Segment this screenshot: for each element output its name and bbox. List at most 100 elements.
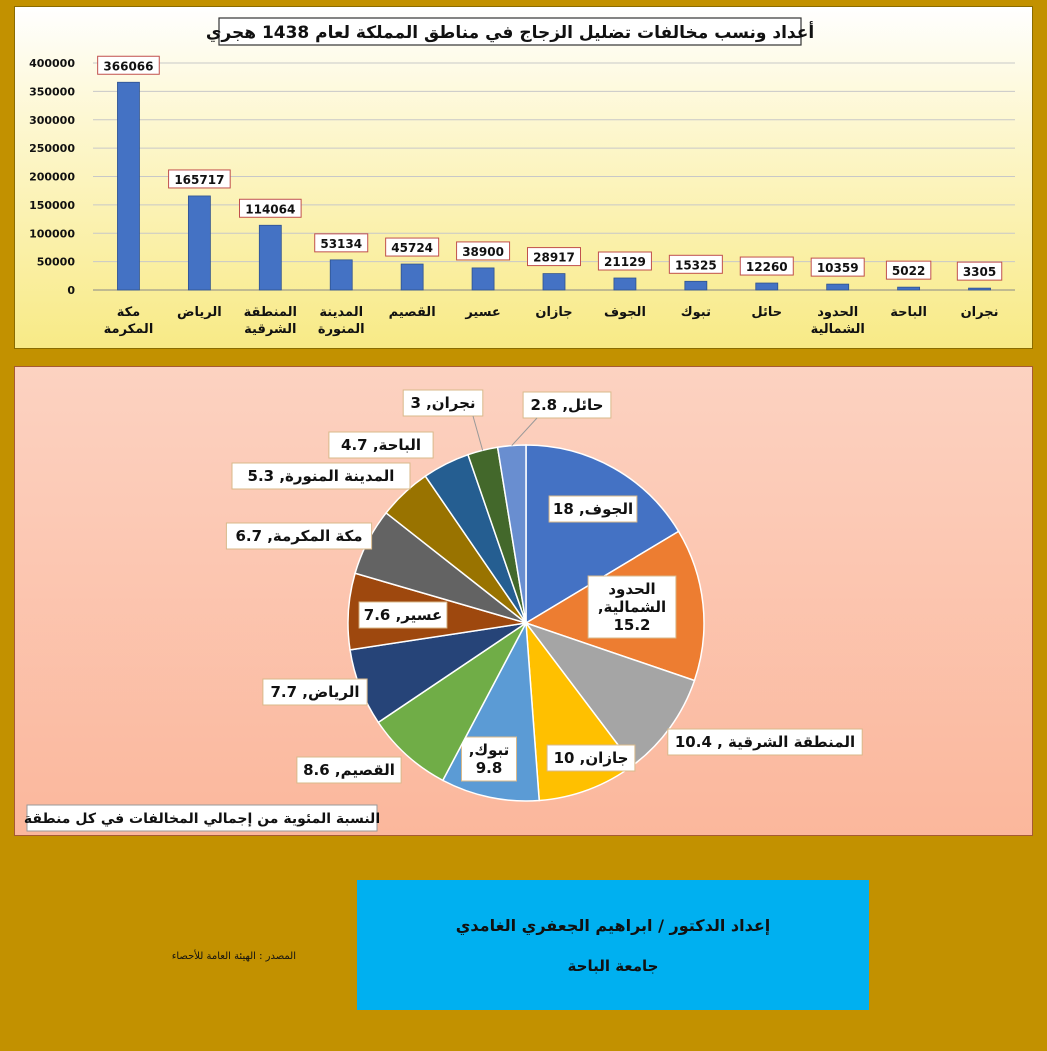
bar	[329, 259, 353, 291]
bar	[613, 277, 637, 291]
x-tick-label: تبوك	[681, 305, 711, 320]
pie-slice	[523, 621, 696, 767]
x-tick-label: القصيم	[389, 305, 436, 320]
bar	[684, 280, 708, 291]
bar	[826, 283, 850, 291]
slice-label-box	[231, 462, 411, 490]
x-tick-label: الجوف	[604, 305, 646, 320]
y-tick-label: 200000	[29, 171, 75, 184]
slice-label-box	[296, 756, 402, 784]
bar	[400, 263, 424, 291]
data-label: 10359	[817, 261, 859, 275]
y-tick-label: 350000	[29, 85, 75, 98]
data-label-box	[810, 257, 865, 277]
y-tick-label: 50000	[37, 256, 76, 269]
data-label-box	[314, 233, 369, 253]
x-tick-label: حائل	[751, 305, 782, 320]
data-label: 3305	[963, 265, 996, 279]
author-credit: إعداد الدكتور / ابراهيم الجعفري الغامدي	[455, 915, 771, 935]
bar-chart-panel: 0 50000 100000 150000 200000 250000 300000 3500…	[14, 6, 1033, 349]
data-label-box	[527, 247, 581, 267]
data-label-box	[739, 256, 794, 276]
pie-slice	[525, 444, 680, 625]
source-note: المصدر : الهيئة العامة للأحصاء	[171, 951, 296, 962]
data-label-box	[956, 261, 1003, 281]
x-tick-label: عسير	[464, 305, 501, 320]
slice-label-box	[402, 389, 484, 417]
bar	[471, 267, 495, 291]
x-tick-label: جازان	[535, 305, 572, 320]
data-label: 38900	[462, 245, 504, 259]
slice-label-box	[548, 495, 638, 523]
slice-label-box	[358, 601, 448, 629]
data-label: 53134	[320, 237, 362, 251]
x-tick-label: مكة المكرمة	[104, 305, 154, 337]
data-label: 165717	[174, 173, 224, 187]
data-label: 21129	[604, 255, 646, 269]
slice-label: الحدود الشمالية, 15.2	[598, 580, 666, 634]
credit-box: إعداد الدكتور / ابراهيم الجعفري الغامدي …	[357, 880, 869, 1010]
data-label: 15325	[675, 258, 717, 272]
slice-label: الباحة, 4.7	[341, 436, 421, 454]
slice-label-box	[522, 391, 612, 419]
data-label-box	[385, 237, 440, 257]
x-tick-label: المدينة المنورة	[318, 305, 365, 337]
data-label: 45724	[391, 241, 433, 255]
x-tick-label: الباحة	[890, 305, 927, 320]
slice-label: الجوف, 18	[553, 500, 633, 518]
y-tick-label: 0	[67, 284, 75, 297]
slice-label-box	[461, 736, 517, 782]
slice-label: نجران, 3	[410, 394, 475, 412]
slice-label-box	[546, 744, 636, 772]
y-tick-label: 400000	[29, 57, 75, 70]
bar-chart: 0 50000 100000 150000 200000 250000 300000 3500…	[29, 17, 1015, 337]
chart-title-box	[218, 17, 802, 46]
data-label: 114064	[245, 202, 295, 216]
slice-label-box	[262, 678, 368, 706]
slice-label: عسير, 7.6	[364, 606, 442, 624]
data-label-box	[668, 254, 723, 274]
data-label: 366066	[103, 59, 153, 73]
bar	[968, 287, 991, 291]
pie-chart-panel: الجوف, 18 الحدود الشمالية, 15.2 المنطقة الشر…	[14, 366, 1033, 836]
x-tick-label: الحدود الشمالية	[811, 305, 865, 337]
pie-title-box	[26, 804, 378, 832]
slice-label-box	[587, 575, 677, 639]
data-label-box	[885, 260, 932, 280]
y-tick-label: 300000	[29, 114, 75, 127]
data-label: 28917	[533, 251, 575, 265]
x-tick-label: المنطقة الشرقية	[244, 305, 297, 337]
chart-title: أعداد ونسب مخالفات تضليل الزجاج في مناطق…	[206, 21, 814, 43]
y-tick-label: 250000	[29, 142, 75, 155]
slice-label-box	[225, 522, 373, 550]
slice-label: المدينة المنورة, 5.3	[248, 467, 395, 485]
pie-slice	[496, 444, 527, 624]
leader-line	[472, 415, 484, 451]
data-label-box	[456, 241, 511, 261]
slice-label: مكة المكرمة, 6.7	[235, 527, 362, 545]
bar	[258, 224, 282, 291]
pie-chart: الجوف, 18 الحدود الشمالية, 15.2 المنطقة الشر…	[24, 389, 863, 832]
data-label-box	[239, 198, 302, 218]
slice-label: القصيم, 8.6	[303, 761, 395, 779]
bar	[117, 81, 140, 291]
y-tick-label: 100000	[29, 227, 75, 240]
bar	[187, 195, 211, 291]
university-name: جامعة الباحة	[567, 956, 659, 975]
data-label-box	[168, 169, 231, 189]
x-tick-label: الرياض	[177, 305, 222, 320]
data-label: 5022	[892, 264, 925, 278]
data-label: 12260	[746, 260, 788, 274]
bar	[755, 282, 779, 291]
slice-label-box	[667, 728, 863, 756]
slice-label: حائل, 2.8	[531, 396, 604, 414]
slice-label: الرياض, 7.7	[270, 683, 359, 701]
slice-label: جازان, 10	[554, 749, 629, 767]
pie-title: النسبة المئوية من إجمالي المخالفات في كل…	[24, 811, 380, 827]
slice-label: تبوك, 9.8	[469, 741, 510, 777]
bar	[897, 286, 921, 291]
data-label-box	[97, 55, 160, 75]
slice-label-box	[328, 431, 434, 459]
x-tick-label: نجران	[961, 305, 999, 320]
y-tick-label: 150000	[29, 199, 75, 212]
